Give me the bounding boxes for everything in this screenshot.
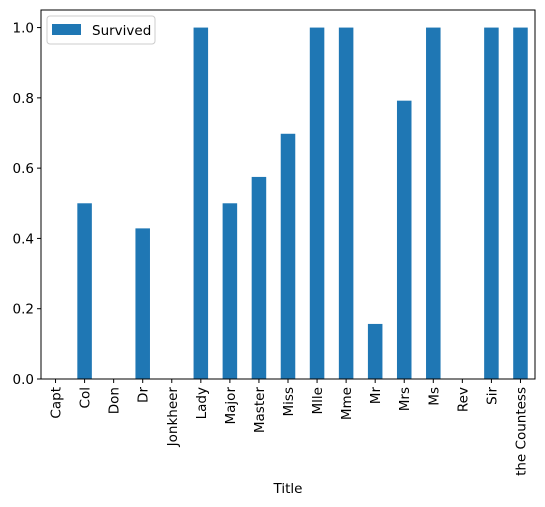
x-tick-label: Don [107,387,123,414]
x-tick-label: Mrs [397,387,413,411]
x-tick-label: Capt [49,387,65,419]
x-tick-label: Col [78,387,94,408]
x-tick-label: Dr [136,387,152,403]
bar-major [223,203,238,379]
x-axis: Capt Col Don Dr Jonkheer Lady Major Master Miss M… [49,379,530,476]
bar-col [77,203,92,379]
y-tick-label: 0.6 [13,161,34,177]
x-tick-label: the Countess [513,387,529,476]
legend-label: Survived [92,23,151,39]
x-tick-label: Sir [484,387,500,405]
y-tick-label: 0.2 [13,302,34,318]
bar-dr [135,228,150,379]
x-tick-label: Rev [455,387,471,412]
bar-the-countess [513,28,528,379]
bars-group [77,28,527,379]
x-tick-label: Ms [426,387,442,406]
x-tick-label: Master [252,387,268,434]
y-tick-label: 1.0 [13,21,34,37]
legend: Survived [47,16,155,44]
bar-ms [426,28,441,379]
x-tick-label: Mlle [310,387,326,414]
bar-sir [484,28,499,379]
bar-miss [281,134,296,379]
x-tick-label: Major [223,387,239,425]
x-tick-label: Mme [339,387,355,420]
y-tick-label: 0.0 [13,372,34,388]
x-tick-label: Mr [368,387,384,405]
x-axis-label: Title [273,481,303,497]
legend-swatch [52,24,81,35]
y-tick-label: 0.8 [13,91,34,107]
x-tick-label: Jonkheer [165,387,181,448]
bar-master [252,177,267,379]
bar-mlle [310,28,325,379]
y-axis: 0.0 0.2 0.4 0.6 0.8 1.0 [13,21,41,388]
x-tick-label: Miss [281,387,297,416]
bar-mrs [397,101,412,379]
y-tick-label: 0.4 [13,231,34,247]
x-tick-label: Lady [194,387,210,419]
bar-mme [339,28,354,379]
bar-lady [194,28,209,379]
bar-mr [368,324,383,379]
